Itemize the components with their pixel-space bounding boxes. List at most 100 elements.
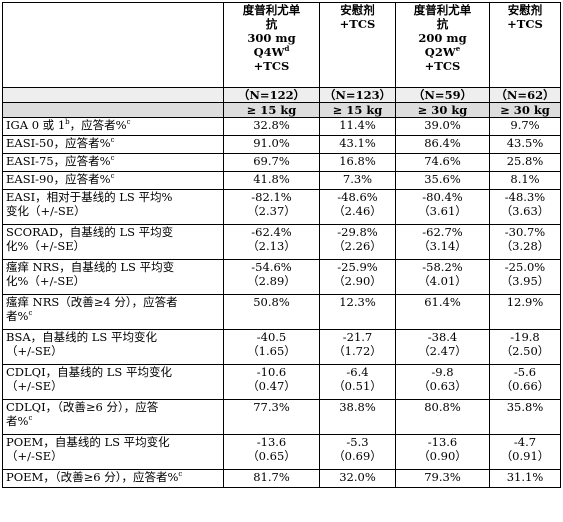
value-cell: 8.1% (489, 171, 561, 190)
value-cell: 31.1% (489, 469, 561, 488)
value-cell: 79.3% (395, 469, 490, 488)
value-cell: -6.4 （0.51） (319, 364, 396, 400)
value-line: -30.7% (504, 225, 546, 239)
row-label: CDLQI，（改善≥6 分），应答 者%c (2, 399, 224, 435)
value-line: 9.7% (510, 118, 540, 132)
header-blank-cell (2, 2, 224, 88)
value-line: -62.7% (422, 225, 463, 239)
footnote-marker: c (28, 309, 33, 318)
value-cell: 12.3% (319, 294, 396, 330)
value-cell: 35.8% (489, 399, 561, 435)
row-label: IGA 0 或 1b，应答者%c (2, 117, 224, 136)
value-line: -25.9% (337, 260, 378, 274)
table-row: CDLQI，自基线的 LS 平均变化 （+/-SE） -10.6 （0.47） -6.4… (2, 364, 561, 400)
value-cell: -21.7 （1.72） (319, 329, 396, 365)
value-line: （2.89） (247, 274, 296, 288)
value-cell: -25.9% （2.90） (319, 259, 396, 295)
value-line: （0.51） (333, 379, 382, 393)
row-label: EASI-50，应答者%c (2, 135, 224, 154)
row-label-line: 瘙痒 NRS（改善≥4 分），应答者 (6, 295, 178, 309)
value-cell: 32.0% (319, 469, 396, 488)
row-label: 瘙痒 NRS，自基线的 LS 平均变 化%（+/-SE） (2, 259, 224, 295)
row-label: POEM，自基线的 LS 平均变化 （+/-SE） (2, 434, 224, 470)
value-cell: -19.8 （2.50） (489, 329, 561, 365)
value-line: 79.3% (424, 470, 461, 484)
header-line: Q4Wd (227, 45, 316, 59)
value-line: 61.4% (424, 295, 461, 309)
value-cell: -5.6 （0.66） (489, 364, 561, 400)
row-label-line: （+/-SE） (6, 379, 63, 393)
value-line: （2.50） (500, 344, 550, 358)
value-line: -25.0% (504, 260, 546, 274)
footnote-marker: d (284, 44, 290, 54)
value-line: 41.8% (253, 172, 290, 186)
value-cell: 16.8% (319, 153, 396, 172)
value-line: 43.5% (506, 136, 544, 150)
row-label-line: 变化（+/-SE） (6, 204, 86, 218)
value-line: -54.6% (251, 260, 292, 274)
value-line: （2.13） (247, 239, 296, 253)
value-line: -9.8 (431, 365, 454, 379)
row-label-line: （+/-SE） (6, 449, 63, 463)
value-line: 86.4% (424, 136, 461, 150)
value-line: （3.61） (418, 204, 467, 218)
value-line: 31.1% (506, 470, 544, 484)
value-cell: -25.0% （3.95） (489, 259, 561, 295)
value-cell: -30.7% （3.28） (489, 224, 561, 260)
value-cell: 41.8% (223, 171, 320, 190)
value-cell: 7.3% (319, 171, 396, 190)
row-label: 瘙痒 NRS（改善≥4 分），应答者 者%c (2, 294, 224, 330)
value-cell: 77.3% (223, 399, 320, 435)
value-line: 35.6% (424, 172, 461, 186)
value-line: （1.72） (333, 344, 382, 358)
weight-cell: ≥ 30 kg (489, 102, 561, 118)
value-cell: 35.6% (395, 171, 490, 190)
value-cell: -13.6 （0.65） (223, 434, 320, 470)
value-line: （0.69） (333, 449, 382, 463)
value-line: 32.8% (253, 118, 290, 132)
weight-blank-cell (2, 102, 224, 118)
value-line: -40.5 (256, 330, 287, 344)
footnote-marker: c (178, 470, 183, 479)
value-line: 12.9% (506, 295, 544, 309)
row-label: CDLQI，自基线的 LS 平均变化 （+/-SE） (2, 364, 224, 400)
row-label-text: EASI-75，应答者% (6, 154, 111, 168)
weight-cell: ≥ 15 kg (319, 102, 396, 118)
value-line: （0.91） (500, 449, 550, 463)
value-line: -13.6 (256, 435, 287, 449)
row-label-line: BSA，自基线的 LS 平均变化 (6, 330, 157, 344)
header-line: +TCS (339, 17, 376, 31)
value-cell: -62.7% （3.14） (395, 224, 490, 260)
row-label-text: ，应答者% (69, 118, 127, 132)
value-line: （2.26） (333, 239, 382, 253)
footnote-marker: c (28, 414, 33, 423)
value-cell: -13.6 （0.90） (395, 434, 490, 470)
row-label-line: 瘙痒 NRS，自基线的 LS 平均变 (6, 260, 175, 274)
sample-size-cell: （N=62） (489, 87, 561, 103)
value-cell: 38.8% (319, 399, 396, 435)
header-dupilumab-200mg: 度普利尤单 抗 200 mg Q2We +TCS (395, 2, 490, 88)
value-line: 91.0% (253, 136, 290, 150)
value-cell: 50.8% (223, 294, 320, 330)
value-line: （3.28） (500, 239, 550, 253)
value-line: 32.0% (339, 470, 376, 484)
value-line: 25.8% (506, 154, 544, 168)
value-line: -5.6 (513, 365, 537, 379)
value-line: （0.63） (418, 379, 467, 393)
value-cell: -82.1% （2.37） (223, 189, 320, 225)
header-line: 安慰剂 (340, 3, 375, 17)
header-placebo-2: 安慰剂 +TCS (489, 2, 561, 88)
value-cell: 39.0% (395, 117, 490, 136)
row-label: EASI-90，应答者%c (2, 171, 224, 190)
value-cell: 80.8% (395, 399, 490, 435)
row-label-line: 化%（+/-SE） (6, 274, 86, 288)
table-row: CDLQI，（改善≥6 分），应答 者%c 77.3% 38.8% 80.8% 35.8% (2, 399, 561, 435)
value-cell: 91.0% (223, 135, 320, 154)
header-row: 度普利尤单 抗 300 mg Q4Wd +TCS 安慰剂 +TCS 度普利尤单 … (2, 2, 561, 88)
row-label-line: 化%（+/-SE） (6, 239, 86, 253)
value-line: 74.6% (424, 154, 461, 168)
header-line: 300 mg (247, 31, 296, 45)
value-line: 8.1% (510, 172, 540, 186)
value-line: 43.1% (339, 136, 376, 150)
value-line: -80.4% (422, 190, 463, 204)
